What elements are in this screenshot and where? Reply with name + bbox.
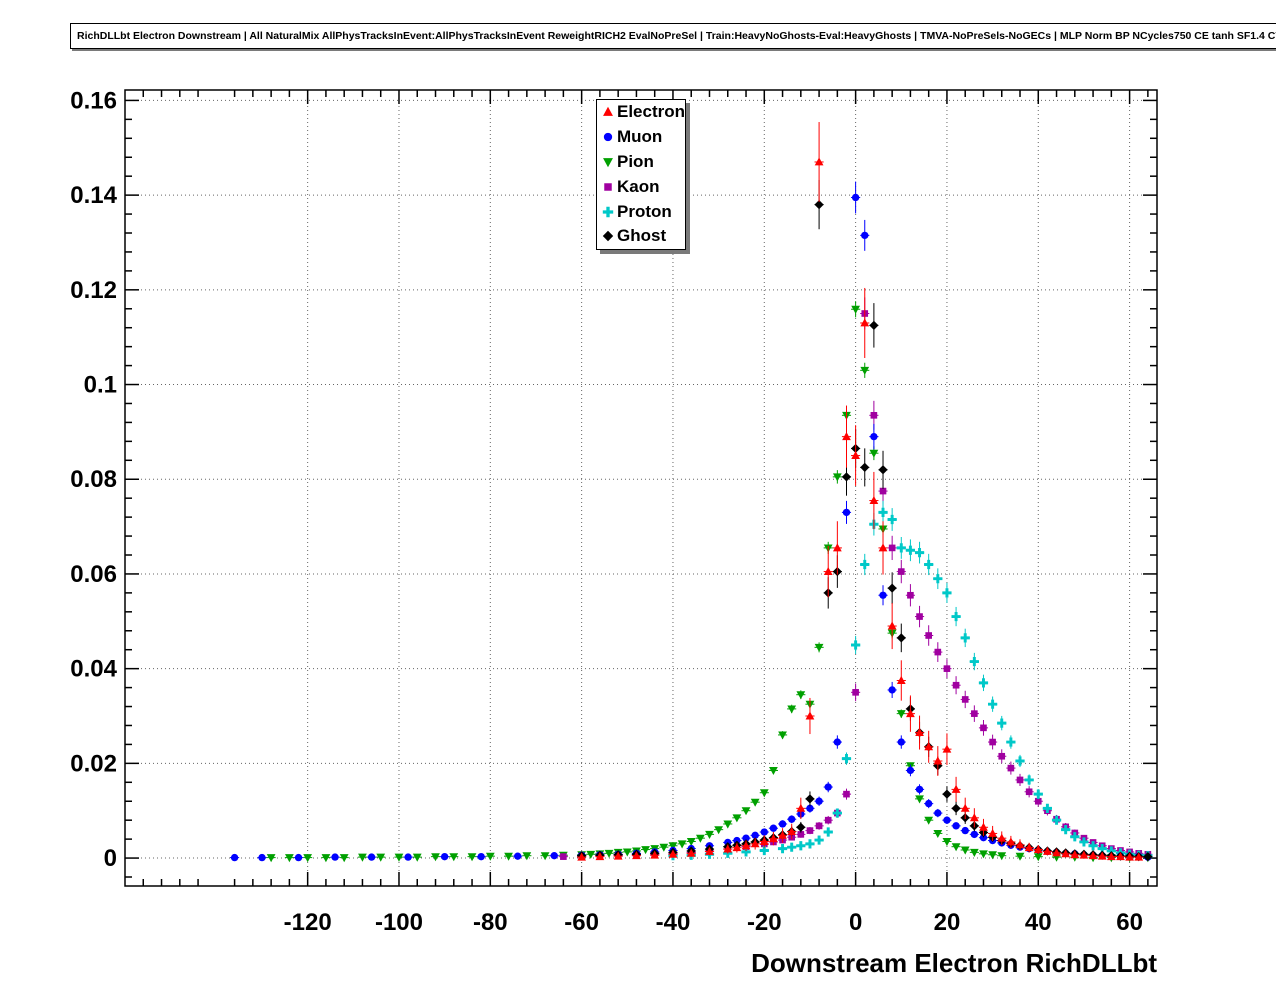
svg-text:20: 20 [934, 909, 961, 936]
svg-text:0.12: 0.12 [70, 277, 117, 304]
svg-text:-100: -100 [375, 909, 423, 936]
svg-text:0: 0 [849, 909, 862, 936]
axis-ticks [125, 90, 1157, 886]
svg-text:0.08: 0.08 [70, 466, 117, 493]
svg-text:0.14: 0.14 [70, 182, 117, 209]
plot-title-text: RichDLLbt Electron Downstream | All Natu… [77, 30, 1276, 42]
svg-text:40: 40 [1025, 909, 1052, 936]
legend-label: Proton [617, 201, 672, 221]
svg-text:0.16: 0.16 [70, 87, 117, 114]
legend-entry-muon: Muon [597, 125, 685, 150]
legend-label: Pion [617, 151, 654, 171]
svg-text:0: 0 [104, 845, 117, 872]
svg-text:-120: -120 [284, 909, 332, 936]
svg-text:0.02: 0.02 [70, 750, 117, 777]
legend-label: Ghost [617, 226, 667, 246]
legend-entry-electron: Electron [597, 100, 685, 125]
svg-text:-20: -20 [747, 909, 782, 936]
legend-label: Electron [617, 102, 686, 122]
legend-label: Muon [617, 127, 663, 147]
series-electron [577, 122, 1144, 861]
legend-entry-proton: Proton [597, 199, 685, 224]
svg-text:-80: -80 [473, 909, 508, 936]
svg-text:0.04: 0.04 [70, 656, 117, 683]
proton-marker-icon [602, 206, 614, 217]
legend-entry-kaon: Kaon [597, 174, 685, 199]
pion-marker-icon [603, 158, 613, 168]
x-axis-title: Downstream Electron RichDLLbt [751, 948, 1157, 978]
electron-marker-icon [603, 107, 613, 117]
svg-text:0.06: 0.06 [70, 561, 117, 588]
ghost-marker-icon [602, 231, 614, 242]
legend-label: Kaon [617, 176, 660, 196]
svg-text:60: 60 [1116, 909, 1143, 936]
svg-text:-40: -40 [656, 909, 691, 936]
legend-entry-pion: Pion [597, 150, 685, 175]
muon-marker-icon [603, 133, 613, 142]
svg-text:-60: -60 [564, 909, 599, 936]
axis-tick-labels: -120 -100 -80 -60 -40 -20 0 20 40 60 0 0.02 0.04 0.06… [70, 87, 1143, 936]
svg-text:0.1: 0.1 [84, 372, 117, 399]
kaon-marker-icon [604, 183, 612, 191]
legend-entry-ghost: Ghost [597, 224, 685, 249]
plot-title-pave[interactable]: RichDLLbt Electron Downstream | All Natu… [70, 23, 1276, 49]
legend-box[interactable]: Electron Muon Pion Kaon Proton Ghost [596, 99, 686, 250]
